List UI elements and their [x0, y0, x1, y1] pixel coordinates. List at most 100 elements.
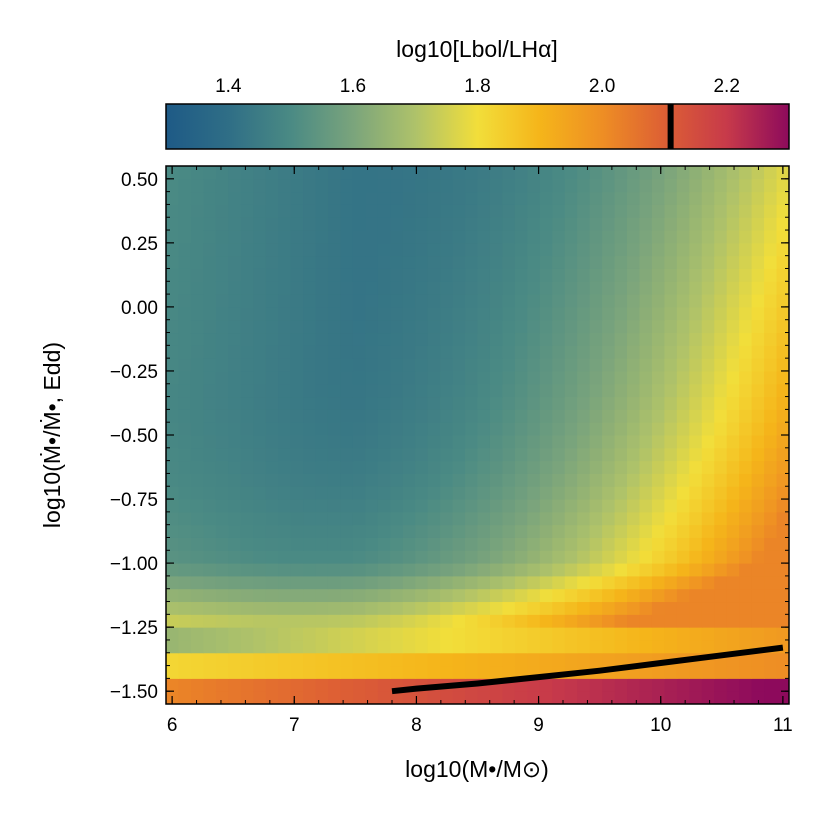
heatmap-cell — [552, 524, 566, 538]
heatmap-cell — [651, 281, 665, 295]
heatmap-cell — [502, 255, 516, 269]
heatmap-cell — [726, 345, 740, 359]
heatmap-cell — [627, 268, 640, 282]
heatmap-cell — [253, 601, 267, 615]
heatmap-cell — [589, 178, 603, 193]
heatmap-cell — [602, 460, 616, 474]
heatmap-cell — [327, 460, 341, 474]
heatmap-cell — [377, 166, 391, 180]
heatmap-cell — [577, 447, 591, 462]
heatmap-cell — [614, 255, 628, 269]
heatmap-cell — [527, 166, 541, 180]
heatmap-cell — [452, 217, 466, 231]
heatmap-cell — [664, 435, 678, 449]
heatmap-cell — [739, 550, 753, 564]
heatmap-cell — [178, 678, 192, 692]
heatmap-cell — [178, 383, 192, 398]
heatmap-cell — [627, 306, 640, 321]
heatmap-cell — [440, 422, 454, 436]
heatmap-cell — [402, 230, 416, 244]
heatmap-cell — [751, 665, 765, 679]
heatmap-cell — [465, 588, 478, 603]
heatmap-cell — [340, 511, 354, 526]
heatmap-cell — [365, 230, 379, 244]
heatmap-cell — [340, 242, 354, 257]
heatmap-cell — [427, 639, 441, 654]
heatmap-cell — [764, 627, 778, 641]
heatmap-cell — [390, 665, 404, 679]
heatmap-cell — [714, 639, 728, 654]
heatmap-cell — [240, 294, 254, 308]
heatmap-cell — [602, 306, 616, 321]
heatmap-cell — [440, 665, 454, 679]
heatmap-cell — [440, 281, 454, 295]
heatmap-cell — [539, 550, 553, 564]
heatmap-cell — [514, 409, 528, 423]
heatmap-cell — [303, 614, 317, 628]
heatmap-cell — [190, 652, 204, 667]
heatmap-cell — [278, 524, 292, 538]
heatmap-cell — [290, 524, 304, 538]
heatmap-cell — [415, 537, 429, 551]
heatmap-cell — [265, 460, 279, 474]
heatmap-cell — [390, 447, 404, 462]
heatmap-cell — [477, 242, 491, 257]
heatmap-cell — [327, 473, 341, 487]
heatmap-cell — [465, 204, 478, 218]
heatmap-cell — [627, 460, 640, 474]
heatmap-cell — [253, 422, 267, 436]
heatmap-cell — [365, 460, 379, 474]
heatmap-cell — [278, 217, 292, 231]
heatmap-cell — [240, 396, 254, 410]
heatmap-cell — [166, 524, 179, 538]
heatmap-cell — [651, 691, 665, 704]
heatmap-cell — [676, 358, 690, 372]
heatmap-cell — [427, 588, 441, 603]
heatmap-cell — [564, 396, 578, 410]
heatmap-cell — [689, 358, 703, 372]
heatmap-cell — [602, 435, 616, 449]
heatmap-cell — [477, 332, 491, 346]
heatmap-cell — [477, 422, 491, 436]
heatmap-cell — [714, 499, 728, 513]
heatmap-cell — [726, 242, 740, 257]
heatmap-cell — [726, 499, 740, 513]
heatmap-cell — [564, 537, 578, 551]
heatmap-cell — [402, 217, 416, 231]
x-tick-label: 7 — [289, 715, 300, 736]
heatmap-cell — [415, 358, 429, 372]
heatmap-cell — [477, 524, 491, 538]
heatmap-cell — [402, 383, 416, 398]
heatmap-cell — [390, 499, 404, 513]
heatmap-cell — [278, 627, 292, 641]
heatmap-cell — [415, 396, 429, 410]
heatmap-cell — [726, 178, 740, 193]
heatmap-cell — [240, 268, 254, 282]
heatmap-cell — [664, 268, 678, 282]
heatmap-cell — [489, 691, 503, 704]
heatmap-cell — [290, 639, 304, 654]
heatmap-cell — [664, 345, 678, 359]
heatmap-cell — [577, 486, 591, 500]
heatmap-cell — [402, 447, 416, 462]
heatmap-cell — [315, 332, 329, 346]
heatmap-cell — [465, 191, 478, 205]
heatmap-cell — [614, 550, 628, 564]
heatmap-cell — [352, 319, 366, 334]
heatmap-cell — [265, 178, 279, 193]
heatmap-cell — [203, 691, 217, 704]
heatmap-cell — [527, 601, 541, 615]
heatmap-cell — [190, 511, 204, 526]
heatmap-cell — [676, 345, 690, 359]
heatmap-cell — [651, 396, 665, 410]
heatmap-cell — [340, 588, 354, 603]
heatmap-cell — [265, 319, 279, 334]
heatmap-cell — [539, 537, 553, 551]
heatmap-cell — [352, 242, 366, 257]
heatmap-cell — [178, 473, 192, 487]
heatmap-cell — [726, 550, 740, 564]
heatmap-cell — [726, 588, 740, 603]
heatmap-cell — [564, 255, 578, 269]
heatmap-cell — [739, 665, 753, 679]
heatmap-cell — [614, 511, 628, 526]
